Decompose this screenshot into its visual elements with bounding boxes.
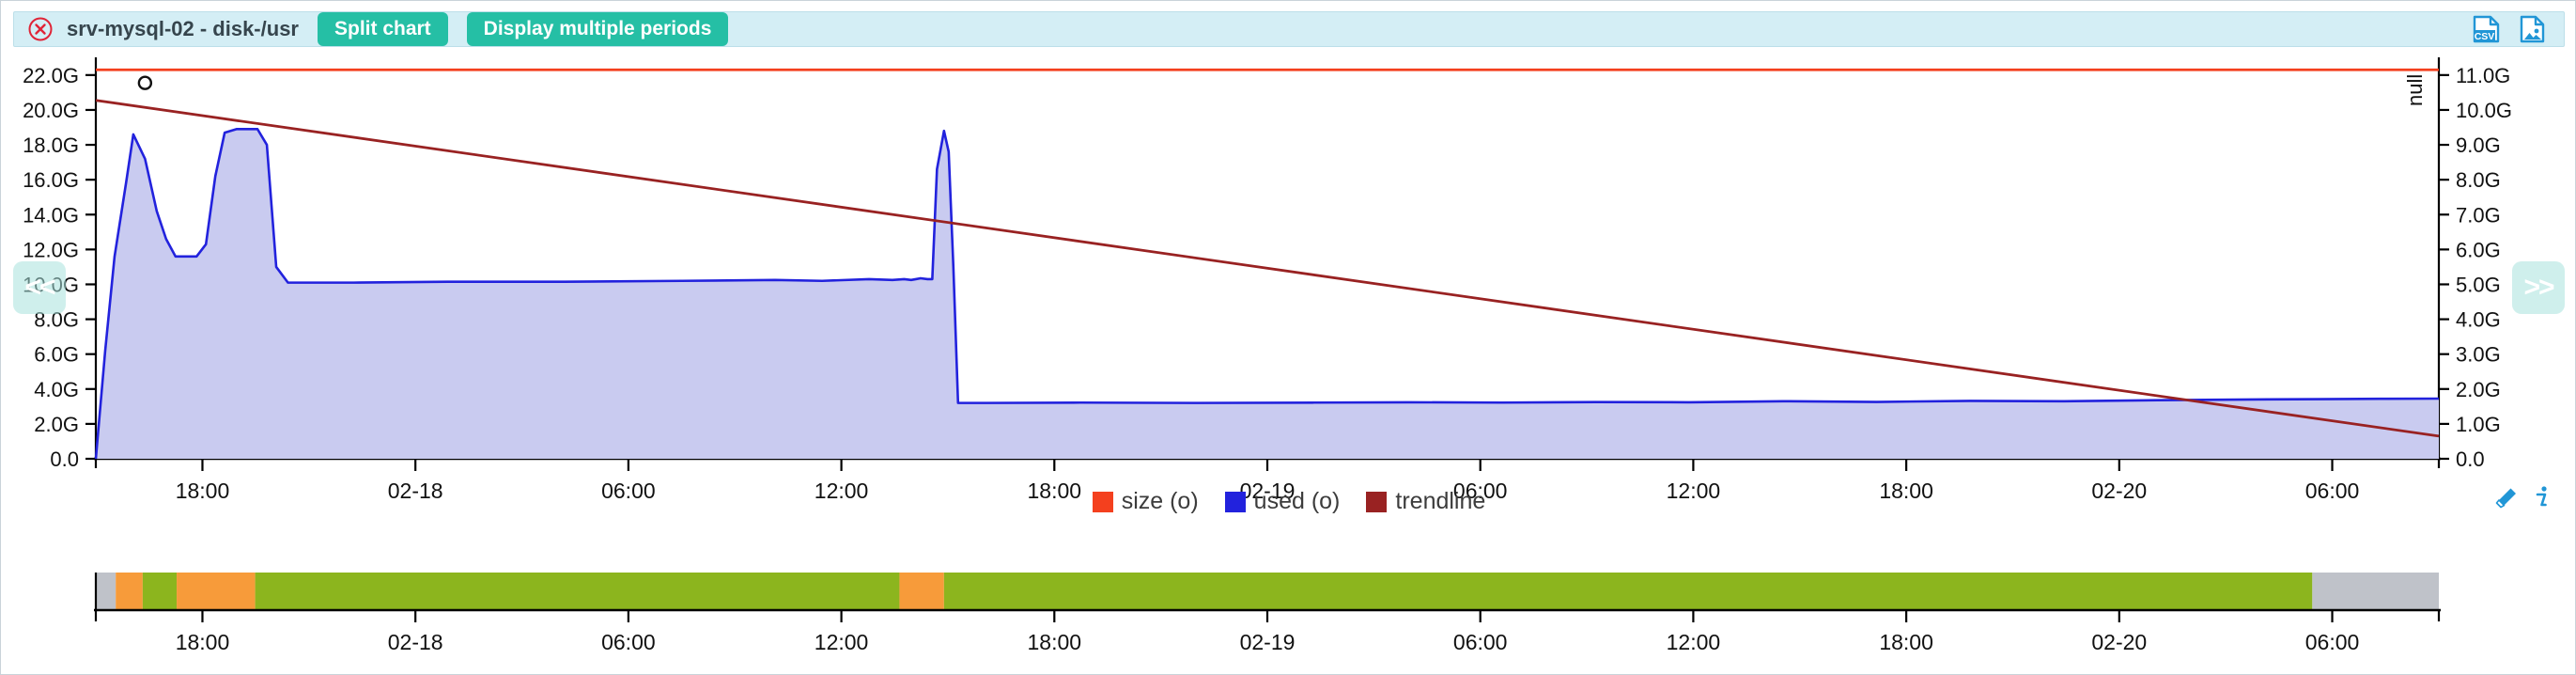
series-area-used (96, 129, 2439, 460)
legend-label: trendline (1395, 488, 1486, 514)
page-title: srv-mysql-02 - disk-/usr (67, 17, 299, 40)
header-icon-group: CSV (2472, 15, 2547, 43)
timeline-tick-label: 18:00 (1028, 630, 1082, 654)
x-axis-tick-label: 18:00 (1028, 479, 1082, 503)
y2-axis-tick-label: 11.0G (2456, 64, 2510, 87)
split-chart-button[interactable]: Split chart (317, 12, 448, 46)
x-axis-tick-label: 06:00 (1453, 479, 1508, 503)
y2-axis-tick-label: 9.0G (2456, 133, 2501, 157)
status-timeline[interactable]: 18:00 02-18 06:00 12:00 18:00 02-19 06:00 12:00… (13, 565, 2565, 664)
legend-item[interactable]: used (o) (1224, 488, 1341, 515)
legend-swatch-icon (1092, 491, 1113, 512)
legend-item[interactable]: size (o) (1092, 488, 1199, 515)
eraser-icon[interactable] (2494, 485, 2519, 510)
status-timeline-canvas: 18:00 02-18 06:00 12:00 18:00 02-19 06:00 12:00… (94, 573, 2441, 654)
timeline-tick-label: 06:00 (2305, 630, 2360, 654)
widget-header: srv-mysql-02 - disk-/usr Split chart Dis… (13, 11, 2565, 47)
y-axis-tick-label: 20.0G (23, 99, 79, 122)
x-axis-tick-label: 18:00 (176, 479, 230, 503)
x-axis-tick-label: 02-19 (1240, 479, 1296, 503)
svg-text:CSV: CSV (2475, 31, 2495, 42)
series-line-trendline (95, 99, 2440, 438)
y-axis-tick-label: 4.0G (34, 378, 79, 401)
y2-axis-tick-label: 2.0G (2456, 378, 2501, 401)
export-image-icon[interactable] (2519, 15, 2547, 43)
y-axis-tick-label: 14.0G (23, 203, 79, 227)
export-csv-icon[interactable]: CSV (2472, 15, 2504, 43)
timeline-segment-warn[interactable] (899, 573, 944, 610)
close-circle-icon[interactable] (27, 16, 54, 42)
y2-axis-tick-label: 5.0G (2456, 273, 2501, 296)
x-axis-tick-label: 12:00 (1667, 479, 1721, 503)
y-axis-tick-label: 22.0G (23, 64, 79, 87)
x-axis-tick-label: 18:00 (1879, 479, 1933, 503)
timeline-tick-label: 02-18 (388, 630, 443, 654)
chart-legend: size (o) used (o) trendline (13, 488, 2565, 515)
y2-axis-tick-label: 8.0G (2456, 168, 2501, 192)
x-axis-tick-label: 02-18 (388, 479, 443, 503)
y-axis-tick-label: 6.0G (34, 343, 79, 367)
chart-canvas: 0.0 2.0G 4.0G 6.0G 8.0G 10.0G 12.0G 14.0G 16.0G 1… (23, 57, 2512, 503)
timeline-segment-ok[interactable] (943, 573, 2313, 610)
x-axis-tick-label: 02-20 (2091, 479, 2147, 503)
chart-plot-area[interactable]: 0.0 2.0G 4.0G 6.0G 8.0G 10.0G 12.0G 14.0G 16.0G 1… (13, 50, 2565, 562)
legend-label: used (o) (1253, 488, 1341, 514)
timeline-tick-label: 02-19 (1240, 630, 1296, 654)
timeline-segment-unknown[interactable] (96, 573, 116, 610)
y2-axis-tick-label: 3.0G (2456, 343, 2501, 367)
series-line-used (94, 128, 2440, 460)
y2-axis-tick-label: 7.0G (2456, 203, 2501, 227)
x-axis-tick-label: 12:00 (815, 479, 869, 503)
timeline-tick-label: 12:00 (1667, 630, 1721, 654)
timeline-segment-warn[interactable] (116, 573, 143, 610)
timeline-tick-label: 12:00 (815, 630, 869, 654)
y-axis-tick-label: 12.0G (23, 238, 79, 261)
scroll-left-button[interactable]: << (13, 261, 66, 314)
scroll-right-button[interactable]: >> (2512, 261, 2565, 314)
display-multiple-periods-button[interactable]: Display multiple periods (466, 12, 729, 46)
timeline-segment-ok[interactable] (142, 573, 178, 610)
y2-axis-tick-label: 1.0G (2456, 413, 2501, 436)
y2-axis-title: null (2403, 74, 2427, 106)
y2-axis-tick-label: 4.0G (2456, 308, 2501, 332)
timeline-tick-label: 02-20 (2091, 630, 2147, 654)
y-axis-tick-label: 18.0G (23, 133, 79, 157)
legend-swatch-icon (1224, 491, 1246, 512)
timeline-tick-label: 06:00 (1453, 630, 1508, 654)
timeline-segment-unknown[interactable] (2312, 573, 2439, 610)
size-marker (137, 75, 153, 90)
legend-label: size (o) (1121, 488, 1199, 514)
timeline-segment-ok[interactable] (255, 573, 900, 610)
legend-item[interactable]: trendline (1366, 488, 1485, 515)
timeline-tick-label: 18:00 (176, 630, 230, 654)
timeline-segment-warn[interactable] (177, 573, 256, 610)
y-axis-tick-label: 0.0 (50, 447, 79, 471)
timeline-tick-label: 06:00 (601, 630, 656, 654)
info-icon[interactable] (2533, 484, 2552, 510)
x-axis-tick-label: 06:00 (2305, 479, 2360, 503)
chart-tool-icons (2494, 484, 2552, 510)
y2-axis-tick-label: 10.0G (2456, 99, 2512, 122)
y2-axis-tick-label: 6.0G (2456, 238, 2501, 261)
x-axis-tick-label: 06:00 (601, 479, 656, 503)
timeline-tick-label: 18:00 (1879, 630, 1933, 654)
legend-swatch-icon (1366, 491, 1388, 512)
y-axis-tick-label: 16.0G (23, 168, 79, 192)
y2-axis-tick-label: 0.0 (2456, 447, 2485, 471)
y-axis-tick-label: 2.0G (34, 413, 79, 436)
